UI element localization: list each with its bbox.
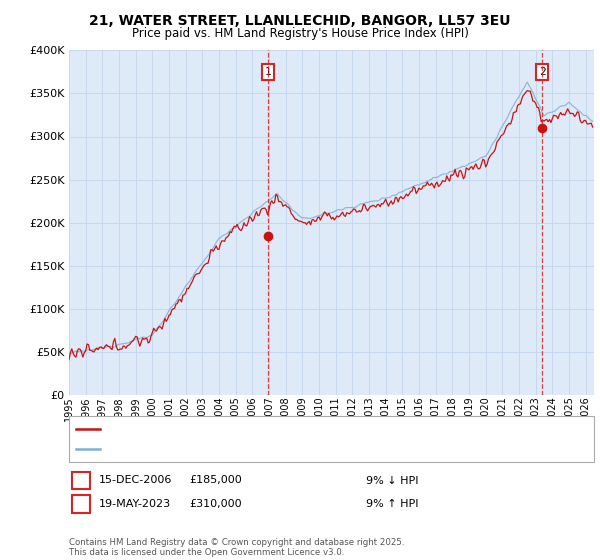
Text: Contains HM Land Registry data © Crown copyright and database right 2025.
This d: Contains HM Land Registry data © Crown c… (69, 538, 404, 557)
Text: 9% ↑ HPI: 9% ↑ HPI (366, 499, 419, 509)
Text: 2: 2 (77, 497, 85, 511)
Text: £185,000: £185,000 (189, 475, 242, 486)
Text: Price paid vs. HM Land Registry's House Price Index (HPI): Price paid vs. HM Land Registry's House … (131, 27, 469, 40)
Text: 1: 1 (77, 474, 85, 487)
Text: 1: 1 (265, 67, 272, 77)
Text: 2: 2 (539, 67, 545, 77)
Text: £310,000: £310,000 (189, 499, 242, 509)
Text: 21, WATER STREET, LLANLLECHID, BANGOR, LL57 3EU (detached house): 21, WATER STREET, LLANLLECHID, BANGOR, L… (105, 424, 467, 434)
Text: 15-DEC-2006: 15-DEC-2006 (99, 475, 172, 486)
Text: 9% ↓ HPI: 9% ↓ HPI (366, 475, 419, 486)
Text: HPI: Average price, detached house, Gwynedd: HPI: Average price, detached house, Gwyn… (105, 444, 337, 454)
Text: 19-MAY-2023: 19-MAY-2023 (99, 499, 171, 509)
Text: 21, WATER STREET, LLANLLECHID, BANGOR, LL57 3EU: 21, WATER STREET, LLANLLECHID, BANGOR, L… (89, 14, 511, 28)
